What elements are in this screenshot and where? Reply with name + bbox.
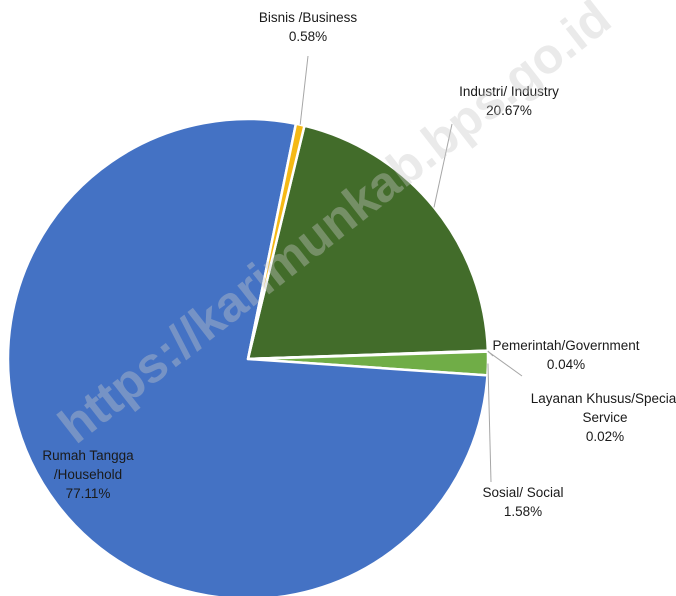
leader-line-sosial-social	[487, 363, 492, 483]
leader-line-industri-industry	[433, 123, 453, 208]
pie-slice-industri-industry	[246, 124, 490, 361]
leader-lines	[299, 55, 523, 483]
data-label-industri-industry: Industri/ Industry 20.67%	[459, 84, 559, 118]
leader-line-layanan-khusus-special-service	[487, 351, 523, 377]
leader-line-bisnis-business	[299, 55, 309, 125]
data-label-pemerintah-government: Pemerintah/Government 0.04%	[492, 338, 639, 372]
data-label-layanan-khusus-special-service: Layanan Khusus/Special Service 0.02%	[531, 391, 676, 444]
data-label-sosial-social: Sosial/ Social 1.58%	[482, 485, 563, 519]
data-label-bisnis-business: Bisnis /Business 0.58%	[259, 10, 358, 44]
data-labels: Industri/ Industry 20.67% Pemerintah/Gover…	[42, 10, 676, 519]
data-label-rumah-tangga-household: Rumah Tangga/Household 77.11%	[42, 448, 134, 501]
